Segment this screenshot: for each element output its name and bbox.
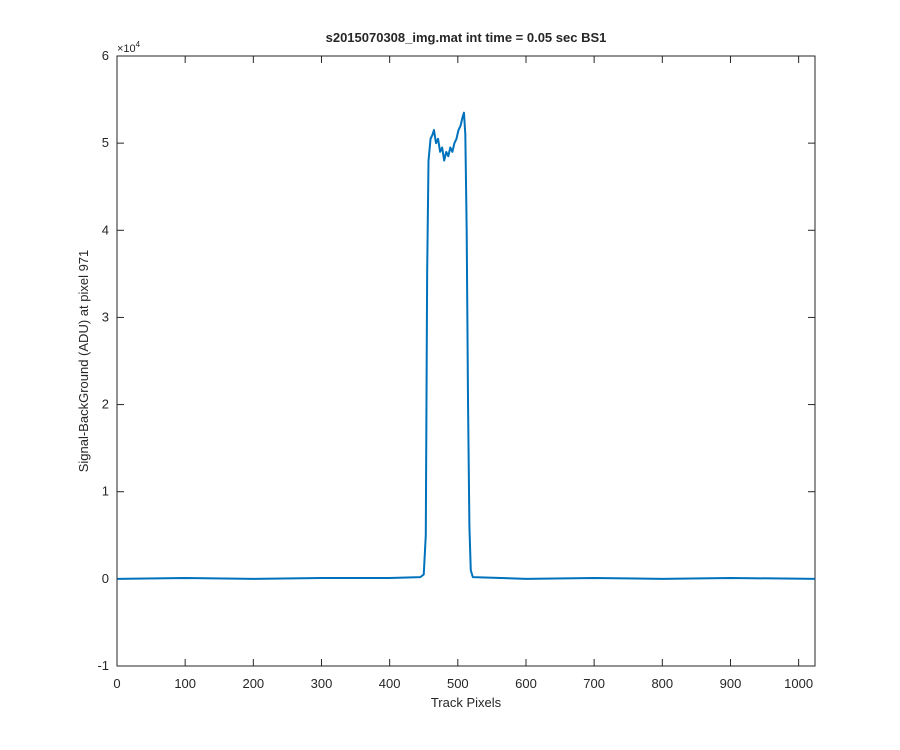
chart-title: s2015070308_img.mat int time = 0.05 sec … [326, 30, 607, 45]
x-tick-label: 600 [515, 676, 537, 691]
x-tick-label: 100 [174, 676, 196, 691]
x-tick-label: 700 [583, 676, 605, 691]
x-tick-label: 900 [720, 676, 742, 691]
y-axis-label: Signal-BackGround (ADU) at pixel 971 [76, 250, 91, 473]
y-multiplier-base: ×10 [117, 43, 136, 55]
y-tick-label: 3 [102, 309, 109, 324]
data-line [117, 111, 816, 580]
x-tick-label: 0 [113, 676, 120, 691]
y-tick-label: 5 [102, 135, 109, 150]
x-tick-label: 200 [242, 676, 264, 691]
y-tick-label: 0 [102, 571, 109, 586]
y-tick-label: 2 [102, 397, 109, 412]
x-tick-label: 1000 [784, 676, 813, 691]
x-tick-label: 500 [447, 676, 469, 691]
y-multiplier-exponent: 4 [136, 40, 141, 49]
y-tick-label: -1 [97, 658, 109, 673]
x-tick-label: 300 [311, 676, 333, 691]
y-multiplier: ×104 [117, 40, 141, 55]
x-axis-label: Track Pixels [431, 695, 502, 710]
y-tick-label: 4 [102, 222, 109, 237]
y-tick-label: 1 [102, 484, 109, 499]
x-tick-label: 800 [651, 676, 673, 691]
x-tick-label: 400 [379, 676, 401, 691]
y-tick-label: 6 [102, 48, 109, 63]
